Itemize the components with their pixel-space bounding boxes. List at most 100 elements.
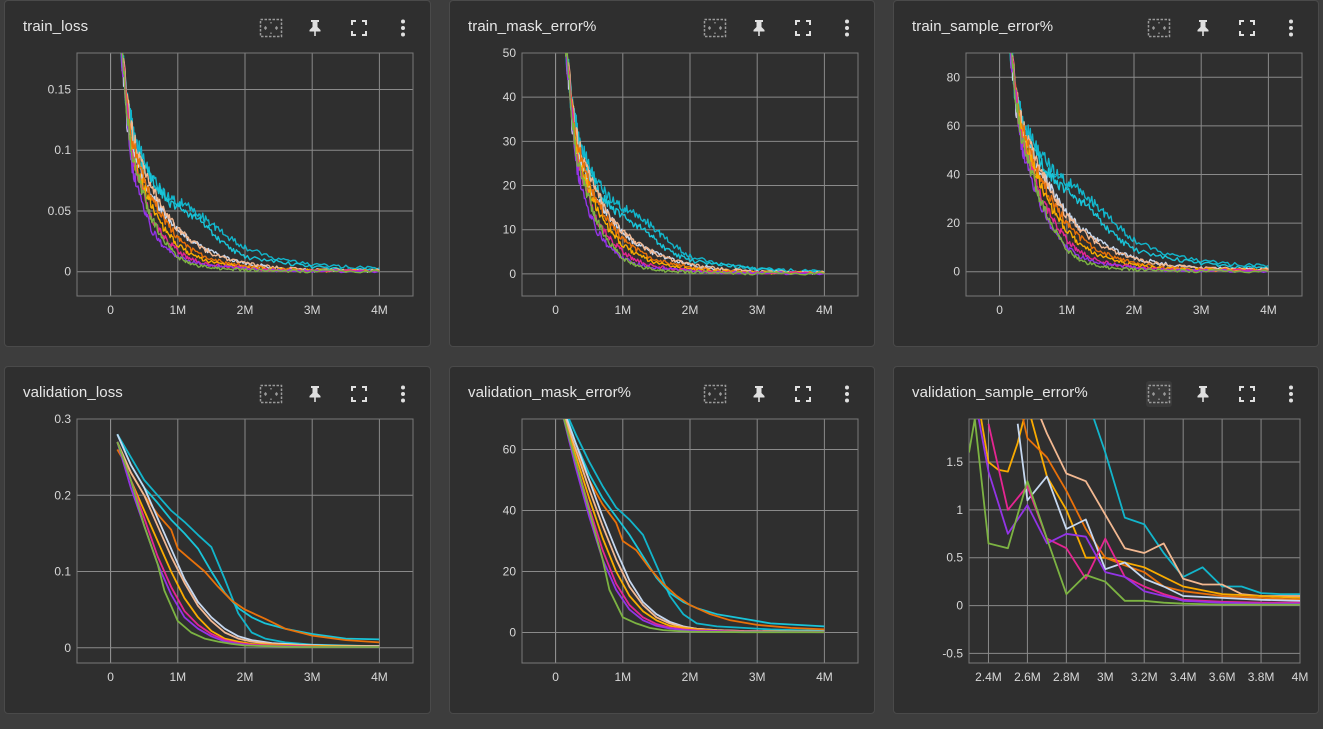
fit-domain-icon[interactable]: [702, 15, 728, 41]
pin-icon[interactable]: [302, 381, 328, 407]
more-vert-icon[interactable]: [390, 15, 416, 41]
fullscreen-icon[interactable]: [1234, 381, 1260, 407]
x-tick-label: 2.6M: [1014, 670, 1041, 684]
y-tick-label: 0: [64, 641, 71, 655]
x-tick-label: 2.4M: [975, 670, 1002, 684]
series-line: [120, 53, 380, 274]
chart-plot[interactable]: 0 1M 2M 3M 4M 0 20 40 60: [450, 367, 875, 714]
y-tick-label: 0.5: [946, 551, 963, 565]
y-tick-label: 0.15: [48, 82, 72, 96]
x-tick-label: 2M: [237, 670, 254, 684]
more-vert-icon[interactable]: [834, 381, 860, 407]
series-line: [969, 419, 1300, 606]
chart-card-train-sample-error: train_sample_error% 0 1M 2M 3M 4M 0 20 40 60 80: [893, 0, 1319, 347]
series-line: [121, 53, 380, 273]
chart-toolbar: [702, 15, 860, 41]
y-tick-label: 1.5: [946, 455, 963, 469]
series-line: [565, 53, 825, 276]
chart-plot[interactable]: 2.4M 2.6M 2.8M 3M 3.2M 3.4M 3.6M 3.8M 4M -0.5 0 0.5…: [894, 367, 1319, 714]
y-tick-label: 1: [956, 503, 963, 517]
y-tick-label: 10: [503, 223, 517, 237]
x-tick-label: 1M: [1058, 303, 1075, 317]
chart-card-validation-sample-error: validation_sample_error% 2.4M 2.6M 2.8M 3M 3.…: [893, 366, 1319, 714]
pin-icon[interactable]: [746, 381, 772, 407]
more-vert-icon[interactable]: [390, 381, 416, 407]
x-tick-label: 3M: [304, 670, 321, 684]
x-tick-label: 2.8M: [1053, 670, 1080, 684]
x-tick-label: 0: [107, 670, 114, 684]
x-tick-label: 0: [107, 303, 114, 317]
series-line: [121, 53, 380, 274]
chart-title: validation_loss: [23, 384, 123, 401]
chart-plot[interactable]: 0 1M 2M 3M 4M 0 10 20 30 40 50: [450, 1, 875, 347]
y-tick-label: 20: [503, 179, 517, 193]
x-tick-label: 3.2M: [1131, 670, 1158, 684]
more-vert-icon[interactable]: [1278, 15, 1304, 41]
y-tick-label: 0: [64, 265, 71, 279]
x-tick-label: 3.6M: [1209, 670, 1236, 684]
chart-title: train_sample_error%: [912, 18, 1054, 35]
x-tick-label: 3M: [1097, 670, 1114, 684]
chart-toolbar: [1146, 15, 1304, 41]
series-line: [565, 419, 825, 633]
x-tick-label: 2M: [237, 303, 254, 317]
y-tick-label: 20: [947, 216, 961, 230]
y-tick-label: 80: [947, 70, 961, 84]
x-tick-label: 3M: [749, 670, 766, 684]
x-tick-label: 4M: [816, 303, 833, 317]
pin-icon[interactable]: [1190, 381, 1216, 407]
series-line: [116, 441, 380, 648]
chart-plot[interactable]: 0 1M 2M 3M 4M 0 20 40 60 80: [894, 1, 1319, 347]
series-line: [977, 419, 1300, 605]
chart-card-train-loss: train_loss 0 1M 2M 3M 4M 0 0.05 0.1 0.15: [4, 0, 431, 347]
pin-icon[interactable]: [1190, 15, 1216, 41]
y-tick-label: 0: [956, 599, 963, 613]
plot-frame: [968, 418, 1301, 664]
x-tick-label: 3M: [304, 303, 321, 317]
y-tick-label: 40: [503, 504, 517, 518]
x-tick-label: 4M: [1292, 670, 1309, 684]
more-vert-icon[interactable]: [834, 15, 860, 41]
chart-title: validation_sample_error%: [912, 384, 1088, 401]
x-tick-label: 4M: [371, 303, 388, 317]
more-vert-icon[interactable]: [1278, 381, 1304, 407]
fullscreen-icon[interactable]: [346, 381, 372, 407]
chart-toolbar: [1146, 381, 1304, 407]
chart-plot[interactable]: 0 1M 2M 3M 4M 0 0.1 0.2 0.3: [5, 367, 431, 714]
series-line: [1010, 53, 1269, 273]
chart-plot[interactable]: 0 1M 2M 3M 4M 0 0.05 0.1 0.15: [5, 1, 431, 347]
x-tick-label: 2M: [682, 670, 699, 684]
y-tick-label: 0: [953, 265, 960, 279]
y-tick-label: 0.1: [54, 143, 71, 157]
pin-icon[interactable]: [746, 15, 772, 41]
fit-domain-icon[interactable]: [258, 381, 284, 407]
fullscreen-icon[interactable]: [1234, 15, 1260, 41]
fit-domain-icon[interactable]: [1146, 15, 1172, 41]
chart-title: train_mask_error%: [468, 18, 597, 35]
x-tick-label: 4M: [371, 670, 388, 684]
plot-frame: [76, 418, 414, 664]
series-line: [565, 53, 825, 276]
fullscreen-icon[interactable]: [346, 15, 372, 41]
chart-title: validation_mask_error%: [468, 384, 632, 401]
fit-domain-icon[interactable]: [1146, 381, 1172, 407]
series-line: [1010, 53, 1269, 272]
y-tick-label: 0.3: [54, 412, 71, 426]
series-line: [116, 449, 380, 644]
y-tick-label: 20: [503, 565, 517, 579]
fullscreen-icon[interactable]: [790, 15, 816, 41]
x-tick-label: 3.8M: [1248, 670, 1275, 684]
series-line: [116, 441, 380, 648]
series-line: [1009, 53, 1269, 273]
chart-title: train_loss: [23, 18, 89, 35]
fit-domain-icon[interactable]: [258, 15, 284, 41]
series-line: [568, 419, 825, 632]
series-line: [1016, 423, 1300, 602]
fit-domain-icon[interactable]: [702, 381, 728, 407]
y-tick-label: 0.2: [54, 488, 71, 502]
chart-toolbar: [258, 381, 416, 407]
series-line: [1009, 53, 1269, 274]
fullscreen-icon[interactable]: [790, 381, 816, 407]
chart-card-validation-mask-error: validation_mask_error% 0 1M 2M 3M 4M 0 20 40 60: [449, 366, 875, 714]
pin-icon[interactable]: [302, 15, 328, 41]
